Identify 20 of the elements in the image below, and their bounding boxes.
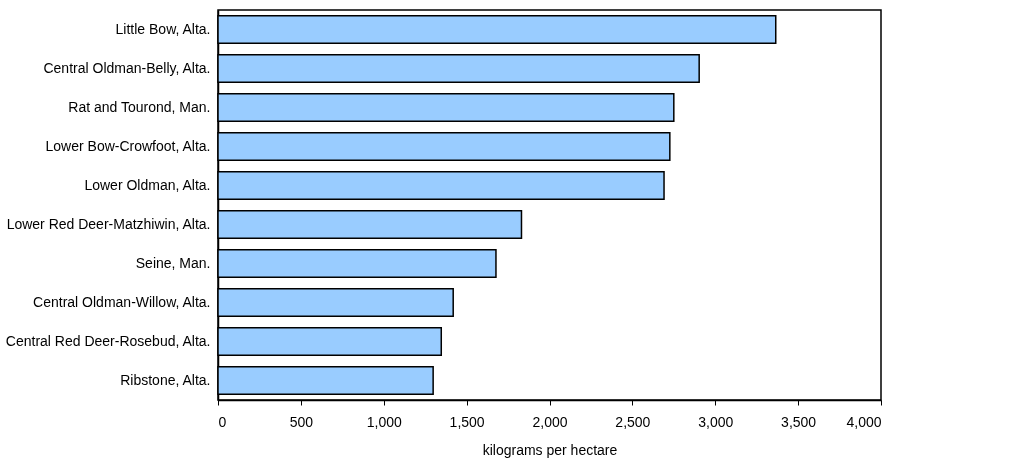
x-tick-label: 3,500 (781, 413, 817, 430)
y-tick-label: Central Oldman-Willow, Alta. (33, 293, 211, 310)
x-tick-label: 1,000 (366, 413, 402, 430)
y-tick-label: Central Red Deer-Rosebud, Alta. (5, 332, 211, 349)
x-tick-label: 4,000 (846, 413, 882, 430)
x-tick-label: 0 (218, 413, 227, 430)
x-tick-label: 2,000 (532, 413, 568, 430)
x-tick-label: 500 (289, 413, 314, 430)
y-tick-label: Lower Red Deer-Matzhiwin, Alta. (6, 215, 211, 232)
y-tick-label: Central Oldman-Belly, Alta. (43, 59, 211, 76)
y-tick-label: Seine, Man. (135, 254, 211, 271)
x-tick-label: 2,500 (615, 413, 651, 430)
x-tick-label: 1,500 (449, 413, 485, 430)
y-tick-label: Rat and Tourond, Man. (68, 98, 211, 115)
x-axis-title: kilograms per hectare (482, 441, 618, 458)
y-tick-label: Little Bow, Alta. (115, 20, 211, 37)
x-tick-label: 3,000 (698, 413, 734, 430)
y-tick-label: Lower Oldman, Alta. (84, 176, 211, 193)
y-tick-label: Ribstone, Alta. (120, 371, 211, 388)
y-tick-label: Lower Bow-Crowfoot, Alta. (45, 137, 211, 154)
